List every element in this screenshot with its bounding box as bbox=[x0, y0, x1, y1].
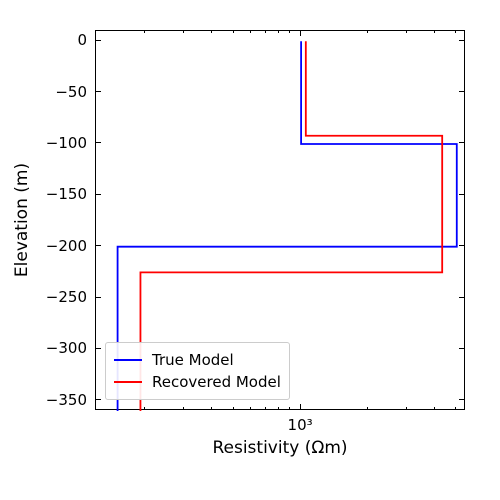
y-tick bbox=[459, 245, 465, 246]
legend-entry: Recovered Model bbox=[114, 371, 281, 393]
x-minor-tick bbox=[406, 407, 407, 410]
x-minor-tick bbox=[265, 30, 266, 33]
x-minor-tick bbox=[211, 407, 212, 410]
x-tick bbox=[300, 30, 301, 36]
y-tick bbox=[459, 40, 465, 41]
y-tick bbox=[459, 194, 465, 195]
x-minor-tick bbox=[289, 30, 290, 33]
x-minor-tick bbox=[265, 407, 266, 410]
x-minor-tick bbox=[233, 30, 234, 33]
y-tick bbox=[459, 399, 465, 400]
legend-swatch bbox=[114, 381, 142, 383]
y-tick-label: −100 bbox=[0, 134, 87, 152]
y-tick bbox=[95, 399, 101, 400]
x-minor-tick bbox=[250, 30, 251, 33]
y-tick bbox=[459, 297, 465, 298]
y-tick-label: −200 bbox=[0, 237, 87, 255]
resistivity-chart: Resistivity (Ωm) Elevation (m) True Mode… bbox=[0, 0, 500, 500]
x-minor-tick bbox=[367, 407, 368, 410]
x-minor-tick bbox=[434, 30, 435, 33]
x-minor-tick bbox=[455, 30, 456, 33]
y-tick-label: −300 bbox=[0, 339, 87, 357]
y-tick bbox=[95, 142, 101, 143]
legend-entry: True Model bbox=[114, 349, 281, 371]
y-tick bbox=[459, 142, 465, 143]
y-tick-label: −250 bbox=[0, 288, 87, 306]
y-tick-label: −150 bbox=[0, 185, 87, 203]
x-minor-tick bbox=[250, 407, 251, 410]
x-minor-tick bbox=[183, 407, 184, 410]
x-minor-tick bbox=[367, 30, 368, 33]
legend-swatch bbox=[114, 359, 142, 361]
y-tick bbox=[95, 245, 101, 246]
x-minor-tick bbox=[278, 407, 279, 410]
y-tick bbox=[95, 194, 101, 195]
x-tick-label: 10³ bbox=[288, 416, 313, 434]
x-minor-tick bbox=[144, 407, 145, 410]
x-minor-tick bbox=[183, 30, 184, 33]
legend-label: Recovered Model bbox=[152, 373, 281, 391]
y-tick-label: 0 bbox=[0, 31, 87, 49]
y-tick bbox=[459, 348, 465, 349]
x-minor-tick bbox=[211, 30, 212, 33]
x-minor-tick bbox=[434, 407, 435, 410]
y-tick-label: −50 bbox=[0, 83, 87, 101]
x-minor-tick bbox=[289, 407, 290, 410]
y-tick bbox=[95, 297, 101, 298]
y-tick-label: −350 bbox=[0, 391, 87, 409]
x-minor-tick bbox=[233, 407, 234, 410]
x-minor-tick bbox=[144, 30, 145, 33]
x-tick bbox=[300, 404, 301, 410]
legend-label: True Model bbox=[152, 351, 234, 369]
legend: True Model Recovered Model bbox=[105, 342, 290, 400]
y-tick bbox=[459, 91, 465, 92]
x-minor-tick bbox=[406, 30, 407, 33]
x-minor-tick bbox=[455, 407, 456, 410]
x-axis-label: Resistivity (Ωm) bbox=[95, 438, 465, 458]
y-tick bbox=[95, 40, 101, 41]
y-tick bbox=[95, 348, 101, 349]
y-tick bbox=[95, 91, 101, 92]
x-minor-tick bbox=[278, 30, 279, 33]
